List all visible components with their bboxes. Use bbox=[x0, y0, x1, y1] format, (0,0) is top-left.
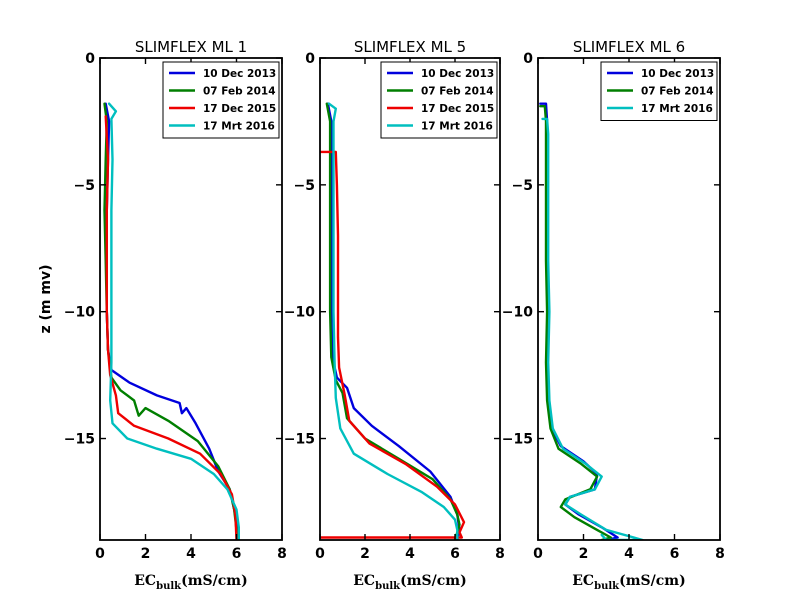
series-line-17-mrt-2016 bbox=[327, 102, 459, 540]
y-tick-label: −5 bbox=[512, 178, 533, 194]
series-line-10-dec-2013 bbox=[539, 102, 619, 540]
x-tick-label: 4 bbox=[405, 546, 415, 562]
x-tick-label: 2 bbox=[360, 546, 370, 562]
legend-entry-label: 17 Mrt 2016 bbox=[203, 121, 275, 133]
x-tick-label: 4 bbox=[624, 546, 634, 562]
x-tick-label: 6 bbox=[670, 546, 680, 562]
x-tick-label: 6 bbox=[450, 546, 460, 562]
legend-entry-label: 17 Mrt 2016 bbox=[641, 103, 713, 115]
legend: 10 Dec 2013 07 Feb 2014 17 Dec 2015 17 Mrt … bbox=[380, 61, 498, 139]
panel-3: SLIMFLEX ML 6 0 2 4 6 8 0 −5 −10 −15 ECbulk(mS/cm)… bbox=[502, 38, 725, 592]
x-axis-label: ECbulk(mS/cm) bbox=[572, 573, 685, 592]
x-tick-label: 4 bbox=[186, 546, 196, 562]
y-tick-label: −10 bbox=[502, 305, 533, 321]
x-axis-label: ECbulk(mS/cm) bbox=[353, 573, 466, 592]
legend-entry-label: 07 Feb 2014 bbox=[203, 86, 276, 98]
y-tick-label: 0 bbox=[523, 51, 533, 67]
legend-entry-label: 10 Dec 2013 bbox=[641, 68, 714, 80]
series-line-07-feb-2014 bbox=[103, 102, 239, 540]
legend-entry-label: 10 Dec 2013 bbox=[203, 68, 276, 80]
legend-box bbox=[162, 61, 280, 139]
series-line-07-feb-2014 bbox=[325, 102, 461, 540]
x-tick-label: 8 bbox=[715, 546, 725, 562]
legend: 10 Dec 2013 07 Feb 2014 17 Dec 2015 17 Mrt … bbox=[162, 61, 280, 139]
y-tick-label: 0 bbox=[85, 51, 95, 67]
legend-entry-label: 17 Dec 2015 bbox=[203, 103, 276, 115]
x-tick-label: 0 bbox=[95, 546, 105, 562]
legend-entry-label: 07 Feb 2014 bbox=[421, 86, 494, 98]
series-line-10-dec-2013 bbox=[326, 102, 461, 540]
x-tick-label: 8 bbox=[495, 546, 505, 562]
axes-frame bbox=[537, 57, 721, 541]
legend-entry-label: 17 Mrt 2016 bbox=[421, 121, 493, 133]
y-tick-label: −15 bbox=[284, 432, 315, 448]
panel-title: SLIMFLEX ML 6 bbox=[573, 38, 685, 56]
x-tick-label: 8 bbox=[277, 546, 287, 562]
x-tick-label: 0 bbox=[315, 546, 325, 562]
panel-title: SLIMFLEX ML 1 bbox=[135, 38, 247, 56]
x-tick-label: 2 bbox=[141, 546, 151, 562]
series-line-17-dec-2015 bbox=[320, 150, 466, 539]
legend: 10 Dec 2013 07 Feb 2014 17 Mrt 2016 bbox=[600, 61, 718, 121]
series-line-10-dec-2013 bbox=[104, 102, 240, 540]
legend-entry-label: 07 Feb 2014 bbox=[641, 86, 714, 98]
y-tick-label: −10 bbox=[284, 305, 315, 321]
series-line-17-mrt-2016 bbox=[107, 102, 240, 540]
series-line-17-mrt-2016 bbox=[541, 117, 644, 540]
x-tick-label: 0 bbox=[533, 546, 543, 562]
legend-entry-label: 10 Dec 2013 bbox=[421, 68, 494, 80]
y-tick-label: −5 bbox=[74, 178, 95, 194]
series-line-07-feb-2014 bbox=[539, 105, 612, 540]
y-tick-label: −15 bbox=[502, 432, 533, 448]
series-line-17-dec-2015 bbox=[104, 115, 238, 540]
y-tick-label: −15 bbox=[64, 432, 95, 448]
y-tick-label: −10 bbox=[64, 305, 95, 321]
x-axis-label: ECbulk(mS/cm) bbox=[134, 573, 247, 592]
panel-2: SLIMFLEX ML 5 0 2 4 6 8 0 −5 −10 −15 ECbulk(mS/cm)… bbox=[284, 38, 505, 592]
x-tick-label: 6 bbox=[232, 546, 242, 562]
y-tick-label: −5 bbox=[294, 178, 315, 194]
panel-title: SLIMFLEX ML 5 bbox=[354, 38, 466, 56]
y-axis-label: z (m mv) bbox=[38, 265, 54, 334]
panel-1: SLIMFLEX ML 1 0 2 4 6 8 0 −5 −10 −15 ECbulk(mS/cm)… bbox=[38, 38, 287, 592]
x-tick-label: 2 bbox=[579, 546, 589, 562]
y-tick-label: 0 bbox=[305, 51, 315, 67]
legend-entry-label: 17 Dec 2015 bbox=[421, 103, 494, 115]
